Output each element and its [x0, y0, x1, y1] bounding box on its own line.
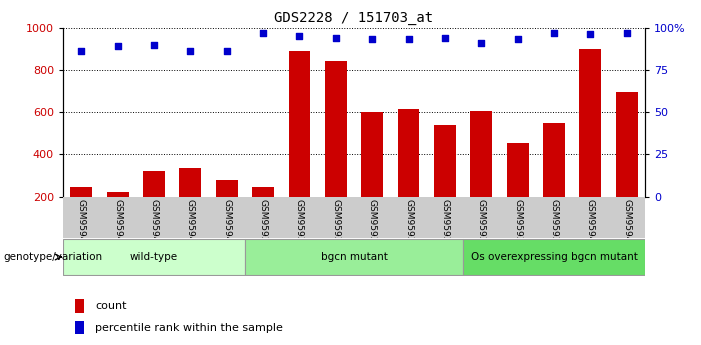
Text: count: count [95, 301, 127, 311]
Text: GSM95939: GSM95939 [550, 199, 559, 248]
Bar [107, 193, 128, 239]
Text: GSM95936: GSM95936 [440, 199, 449, 248]
Point [403, 37, 414, 42]
Point [585, 32, 596, 37]
Bar [216, 180, 238, 239]
Text: GSM95937: GSM95937 [477, 199, 486, 248]
Bar [70, 187, 93, 239]
Bar [75, 299, 83, 313]
Point [440, 35, 451, 40]
Text: GSM95934: GSM95934 [368, 199, 376, 248]
Point [621, 30, 632, 36]
Bar [470, 111, 492, 239]
Bar [543, 123, 565, 239]
Point [367, 37, 378, 42]
Bar [361, 112, 383, 239]
Point [294, 33, 305, 39]
Point [512, 37, 523, 42]
Point [330, 35, 341, 40]
Bar [63, 239, 245, 275]
Text: GSM95945: GSM95945 [186, 199, 195, 248]
Bar [507, 143, 529, 239]
Text: GSM95933: GSM95933 [332, 199, 340, 248]
Bar [252, 187, 274, 239]
Point [257, 30, 268, 36]
Bar [615, 92, 638, 239]
Point [112, 43, 123, 49]
Bar [463, 239, 645, 275]
Bar [289, 51, 311, 239]
Text: GSM95938: GSM95938 [513, 199, 522, 248]
Text: wild-type: wild-type [130, 252, 178, 262]
Bar [580, 49, 601, 239]
Text: GSM95943: GSM95943 [113, 199, 122, 248]
Point [476, 40, 487, 46]
Text: GSM95935: GSM95935 [404, 199, 413, 248]
Text: GSM95944: GSM95944 [149, 199, 158, 248]
Point [149, 42, 160, 47]
Text: genotype/variation: genotype/variation [4, 252, 102, 262]
Text: GSM95942: GSM95942 [77, 199, 86, 248]
Text: GSM95932: GSM95932 [295, 199, 304, 248]
Text: GSM95940: GSM95940 [586, 199, 595, 248]
Point [221, 49, 232, 54]
Point [76, 49, 87, 54]
Text: percentile rank within the sample: percentile rank within the sample [95, 323, 283, 333]
Point [548, 30, 559, 36]
Bar [434, 125, 456, 239]
Text: GSM95941: GSM95941 [622, 199, 631, 248]
Title: GDS2228 / 151703_at: GDS2228 / 151703_at [275, 11, 433, 25]
Text: GSM95946: GSM95946 [222, 199, 231, 248]
Bar [179, 168, 201, 239]
Bar [397, 109, 419, 239]
Bar [75, 321, 83, 334]
Text: bgcn mutant: bgcn mutant [320, 252, 388, 262]
Text: GSM95931: GSM95931 [259, 199, 268, 248]
Bar [245, 239, 463, 275]
Point [185, 49, 196, 54]
Text: Os overexpressing bgcn mutant: Os overexpressing bgcn mutant [470, 252, 637, 262]
Bar [143, 171, 165, 239]
Bar [325, 61, 347, 239]
